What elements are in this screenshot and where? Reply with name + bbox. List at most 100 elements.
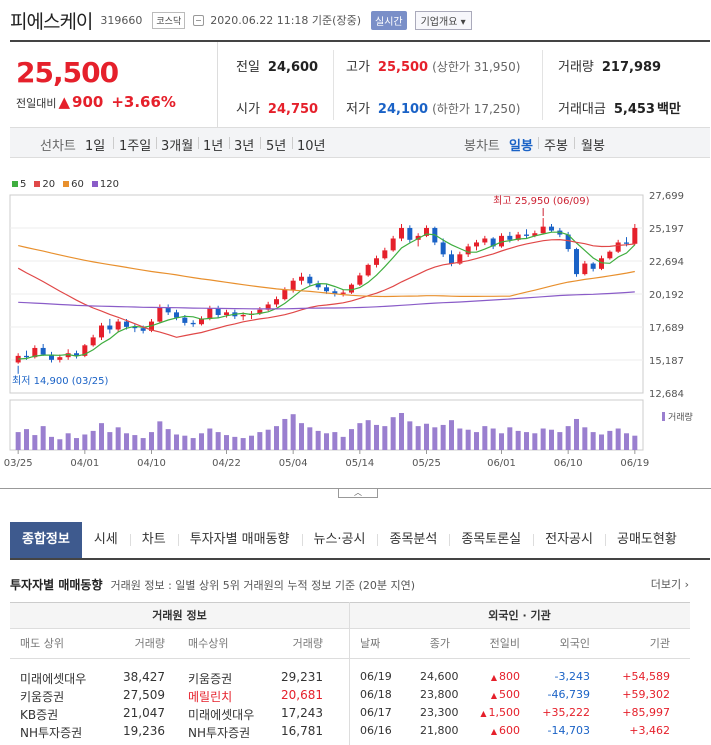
candle-body — [99, 325, 104, 338]
candle-body — [40, 347, 46, 355]
ma-60-line — [18, 245, 635, 298]
cell-foreign: +35,222 — [542, 706, 590, 719]
candle-body — [499, 235, 504, 247]
candle-body — [324, 287, 329, 292]
volume-bar — [315, 430, 321, 450]
candle-body — [632, 227, 638, 244]
cell-sell[interactable]: 미래에셋대우 — [20, 672, 87, 686]
divider — [292, 137, 293, 149]
chart-legend: 5 20 60 120 — [12, 179, 119, 190]
more-link[interactable]: 더보기 › — [650, 578, 689, 591]
cell-diff: ▲ 600 — [470, 724, 520, 737]
period-5y[interactable]: 5년 — [266, 139, 287, 154]
volume-bar — [449, 420, 454, 450]
cell-buy[interactable]: 키움증권 — [188, 672, 233, 686]
price-summary: 25,500 전일대비 ▲ 900 +3.66% 전일 24,600 고가 25… — [10, 40, 710, 128]
column-header: 종가 — [429, 637, 450, 650]
divider — [349, 602, 350, 745]
cell-sell[interactable]: NH투자증권 — [20, 726, 83, 740]
tab-4[interactable]: 뉴스·공시 — [301, 522, 378, 558]
line-chart-label: 선차트 — [40, 139, 76, 154]
current-price: 25,500 — [16, 56, 119, 89]
volume-bar — [632, 435, 638, 450]
volume-bar — [282, 418, 288, 450]
cell-inst: +59,302 — [622, 688, 670, 701]
candle-body — [482, 238, 488, 243]
stock-chart: 27,699 25,197 22,694 20,192 17,689 15,187 12,6… — [0, 180, 711, 490]
tab-0[interactable]: 종합정보 — [10, 522, 82, 558]
candle-body — [515, 234, 521, 240]
tab-6[interactable]: 종목토론실 — [449, 522, 533, 558]
volume-bar — [299, 423, 304, 450]
cell-diff: ▲ 500 — [470, 688, 520, 701]
candle-body — [374, 258, 379, 265]
period-10y[interactable]: 10년 — [297, 139, 326, 154]
period-3m[interactable]: 3개월 — [161, 139, 194, 154]
volume-bar — [324, 433, 329, 450]
column-header: 거래량 — [292, 637, 323, 650]
tab-2[interactable]: 차트 — [129, 522, 178, 558]
divider — [113, 137, 114, 149]
volume-bar — [607, 430, 613, 450]
low-annotation: 최저 14,900 (03/25) — [12, 375, 108, 387]
period-3y[interactable]: 3년 — [234, 139, 255, 154]
cell-sell-vol: 19,236 — [123, 724, 165, 738]
cell-sell[interactable]: 키움증권 — [20, 690, 65, 704]
cell-buy[interactable]: 미래에셋대우 — [188, 708, 255, 722]
volume-bar — [357, 423, 363, 450]
high-value: 25,500 — [377, 60, 429, 75]
legend-label: 120 — [99, 179, 119, 190]
volume-bar — [215, 432, 221, 450]
candle-body — [182, 317, 188, 323]
chevron-up-icon[interactable]: ︿ — [338, 489, 378, 498]
low-value: 24,100 — [377, 102, 429, 117]
candle-body — [574, 249, 579, 275]
divider — [156, 137, 157, 149]
cell-buy-vol: 29,231 — [281, 670, 323, 684]
volume-legend-label: 거래량 — [668, 411, 693, 423]
volume-bar — [482, 426, 488, 450]
period-1d[interactable]: 1일 — [85, 139, 106, 154]
cell-buy[interactable]: 메릴린치 — [188, 690, 233, 704]
chart-period-bar: 선차트 1일 1주일 3개월 1년 3년 5년 10년 봉차트 일봉 주봉 월봉 — [10, 128, 710, 158]
tab-7[interactable]: 전자공시 — [533, 522, 605, 558]
tab-5[interactable]: 종목분석 — [377, 522, 449, 558]
volume-bar — [257, 432, 263, 450]
group-header-broker: 거래원 정보 — [10, 602, 349, 629]
tab-3[interactable]: 투자자별 매매동향 — [177, 522, 302, 558]
price-change: 전일대비 ▲ 900 +3.66% — [16, 93, 217, 111]
volume-bar — [540, 428, 546, 450]
tab-8[interactable]: 공매도현황 — [604, 522, 689, 558]
main-tabs: 종합정보 시세 차트 투자자별 매매동향 뉴스·공시 종목분석 종목토론실 전자공시 공매도현황 — [10, 522, 710, 560]
period-1y[interactable]: 1년 — [203, 139, 224, 154]
cell-buy[interactable]: NH투자증권 — [188, 726, 251, 740]
column-header: 거래량 — [134, 637, 165, 650]
candle-body — [615, 242, 621, 252]
candle-daily[interactable]: 일봉 — [509, 139, 533, 154]
corp-info-dropdown[interactable]: 기업개요 ▾ — [414, 10, 472, 30]
tab-1[interactable]: 시세 — [93, 532, 118, 547]
candle-weekly[interactable]: 주봉 — [544, 139, 568, 154]
volume-bar — [232, 436, 238, 450]
candle-body — [224, 312, 229, 315]
candle-body — [132, 326, 138, 329]
legend-label: 60 — [71, 179, 84, 190]
period-1w[interactable]: 1주일 — [119, 139, 152, 154]
volume-bar — [582, 427, 588, 450]
divider — [538, 137, 539, 149]
volume-legend-swatch — [662, 412, 665, 421]
candle-monthly[interactable]: 월봉 — [581, 139, 605, 154]
realtime-button[interactable]: 실시간 — [371, 10, 407, 30]
candle-body — [582, 263, 588, 275]
volume-bar — [174, 434, 179, 450]
candle-body — [565, 234, 571, 250]
ma-120-line — [18, 291, 635, 310]
cell-sell[interactable]: KB증권 — [20, 708, 59, 722]
volume-bar — [40, 426, 46, 450]
volume-bar — [440, 424, 446, 450]
volume-bar — [340, 436, 346, 450]
candle-body — [624, 242, 629, 244]
cell-inst: +85,997 — [622, 706, 670, 719]
volume-bar — [182, 435, 188, 450]
clock-icon — [193, 14, 205, 26]
